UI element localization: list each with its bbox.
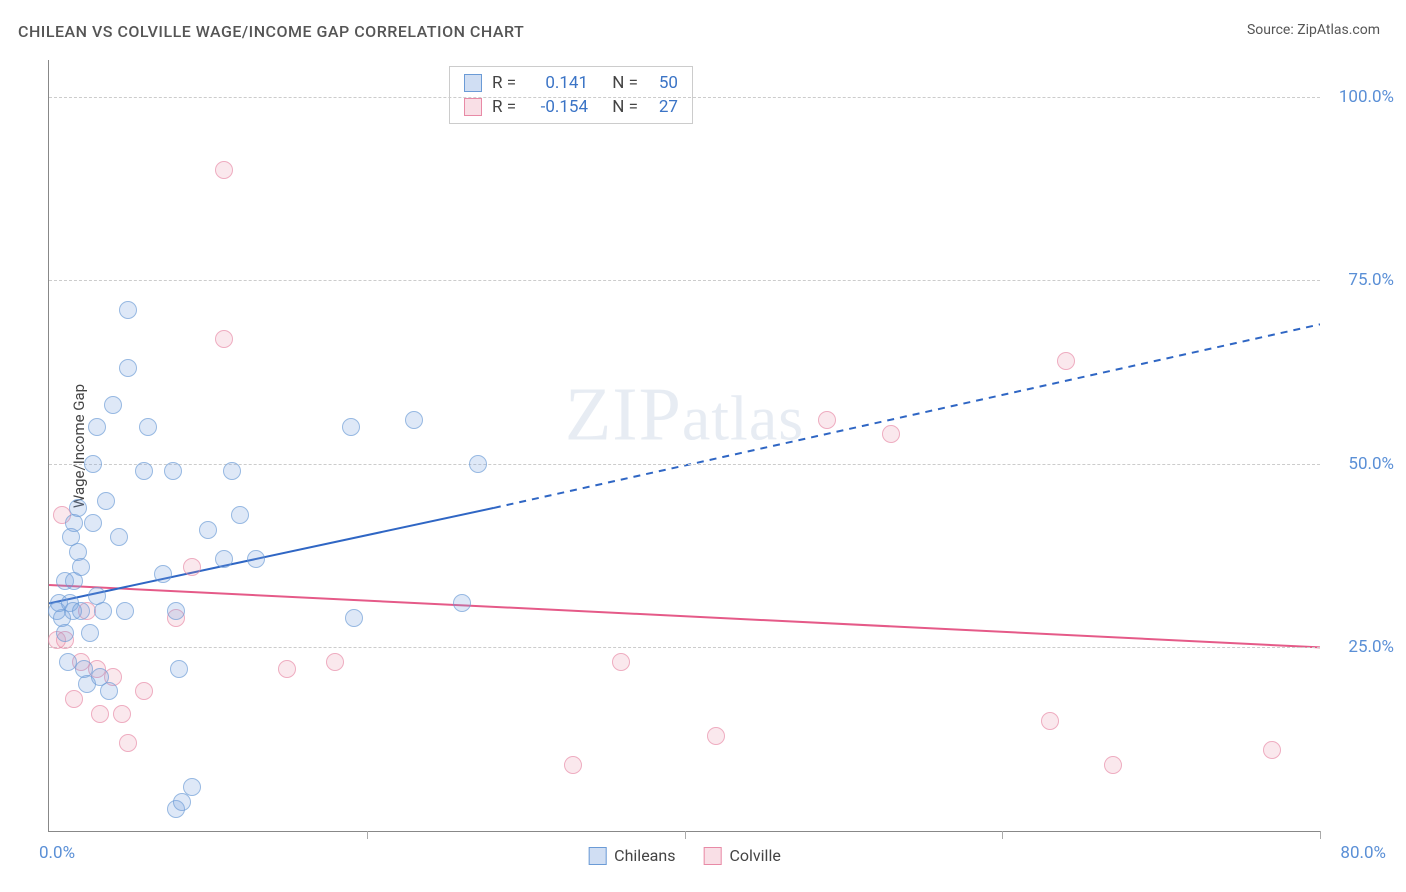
data-point-b xyxy=(1041,712,1059,730)
data-point-b xyxy=(119,734,137,752)
data-point-b xyxy=(113,705,131,723)
data-point-b xyxy=(1263,741,1281,759)
data-point-a xyxy=(453,594,471,612)
gridline-h xyxy=(49,97,1320,98)
source-label: Source: ZipAtlas.com xyxy=(1247,22,1380,38)
r-label-a: R = xyxy=(492,73,516,93)
n-label-a: N = xyxy=(612,73,638,93)
r-label-b: R = xyxy=(492,97,516,117)
x-tick xyxy=(367,831,368,839)
x-tick xyxy=(1320,831,1321,839)
swatch-a-icon xyxy=(464,74,482,92)
gridline-h xyxy=(49,647,1320,648)
data-point-a xyxy=(405,411,423,429)
data-point-a xyxy=(69,499,87,517)
n-label-b: N = xyxy=(612,97,638,117)
data-point-b xyxy=(135,682,153,700)
y-tick-label: 100.0% xyxy=(1328,87,1394,107)
data-point-b xyxy=(91,705,109,723)
y-axis-title: Wage/Income Gap xyxy=(70,383,88,507)
data-point-a xyxy=(469,455,487,473)
data-point-b xyxy=(818,411,836,429)
legend-item-a: Chileans xyxy=(588,846,675,865)
data-point-a xyxy=(56,624,74,642)
x-tick xyxy=(1002,831,1003,839)
data-point-a xyxy=(94,602,112,620)
data-point-a xyxy=(84,455,102,473)
data-point-a xyxy=(247,550,265,568)
legend-swatch-a-icon xyxy=(588,847,606,865)
data-point-a xyxy=(199,521,217,539)
n-value-b: 27 xyxy=(648,97,678,117)
data-point-a xyxy=(110,528,128,546)
data-point-a xyxy=(97,492,115,510)
y-tick-label: 25.0% xyxy=(1328,637,1394,657)
stats-legend: R = 0.141 N = 50 R = -0.154 N = 27 xyxy=(449,66,693,124)
data-point-a xyxy=(183,778,201,796)
chart-title: CHILEAN VS COLVILLE WAGE/INCOME GAP CORR… xyxy=(18,22,524,41)
data-point-a xyxy=(88,418,106,436)
legend-label-a: Chileans xyxy=(614,846,675,865)
plot-area: Wage/Income Gap ZIPatlas R = 0.141 N = 5… xyxy=(48,60,1320,832)
data-point-a xyxy=(84,514,102,532)
data-point-b xyxy=(183,558,201,576)
series-legend: Chileans Colville xyxy=(588,846,781,865)
data-point-b xyxy=(612,653,630,671)
data-point-b xyxy=(215,161,233,179)
data-point-b xyxy=(65,690,83,708)
watermark: ZIPatlas xyxy=(565,371,804,458)
data-point-a xyxy=(215,550,233,568)
data-point-a xyxy=(139,418,157,436)
data-point-a xyxy=(170,660,188,678)
data-point-a xyxy=(342,418,360,436)
data-point-b xyxy=(326,653,344,671)
data-point-a xyxy=(72,602,90,620)
data-point-a xyxy=(104,396,122,414)
legend-swatch-b-icon xyxy=(703,847,721,865)
data-point-b xyxy=(1104,756,1122,774)
data-point-a xyxy=(119,359,137,377)
data-point-a xyxy=(81,624,99,642)
data-point-a xyxy=(154,565,172,583)
n-value-a: 50 xyxy=(648,73,678,93)
gridline-h xyxy=(49,464,1320,465)
y-tick-label: 75.0% xyxy=(1328,270,1394,290)
data-point-b xyxy=(707,727,725,745)
y-tick-label: 50.0% xyxy=(1328,454,1394,474)
stats-row-a: R = 0.141 N = 50 xyxy=(464,73,678,93)
r-value-a: 0.141 xyxy=(526,73,588,93)
data-point-a xyxy=(72,558,90,576)
data-point-a xyxy=(231,506,249,524)
data-point-a xyxy=(100,682,118,700)
legend-item-b: Colville xyxy=(703,846,780,865)
data-point-b xyxy=(1057,352,1075,370)
data-point-a xyxy=(164,462,182,480)
data-point-a xyxy=(135,462,153,480)
data-point-b xyxy=(278,660,296,678)
data-point-b xyxy=(882,425,900,443)
data-point-a xyxy=(345,609,363,627)
x-tick xyxy=(685,831,686,839)
swatch-b-icon xyxy=(464,98,482,116)
data-point-a xyxy=(223,462,241,480)
r-value-b: -0.154 xyxy=(526,97,588,117)
gridline-h xyxy=(49,280,1320,281)
data-point-a xyxy=(116,602,134,620)
trend-lines xyxy=(49,60,1320,831)
data-point-a xyxy=(167,602,185,620)
chart-container: CHILEAN VS COLVILLE WAGE/INCOME GAP CORR… xyxy=(0,0,1406,892)
x-max-label: 80.0% xyxy=(1340,843,1386,863)
stats-row-b: R = -0.154 N = 27 xyxy=(464,97,678,117)
x-min-label: 0.0% xyxy=(39,843,75,863)
data-point-b xyxy=(564,756,582,774)
legend-label-b: Colville xyxy=(729,846,780,865)
data-point-a xyxy=(119,301,137,319)
data-point-b xyxy=(215,330,233,348)
